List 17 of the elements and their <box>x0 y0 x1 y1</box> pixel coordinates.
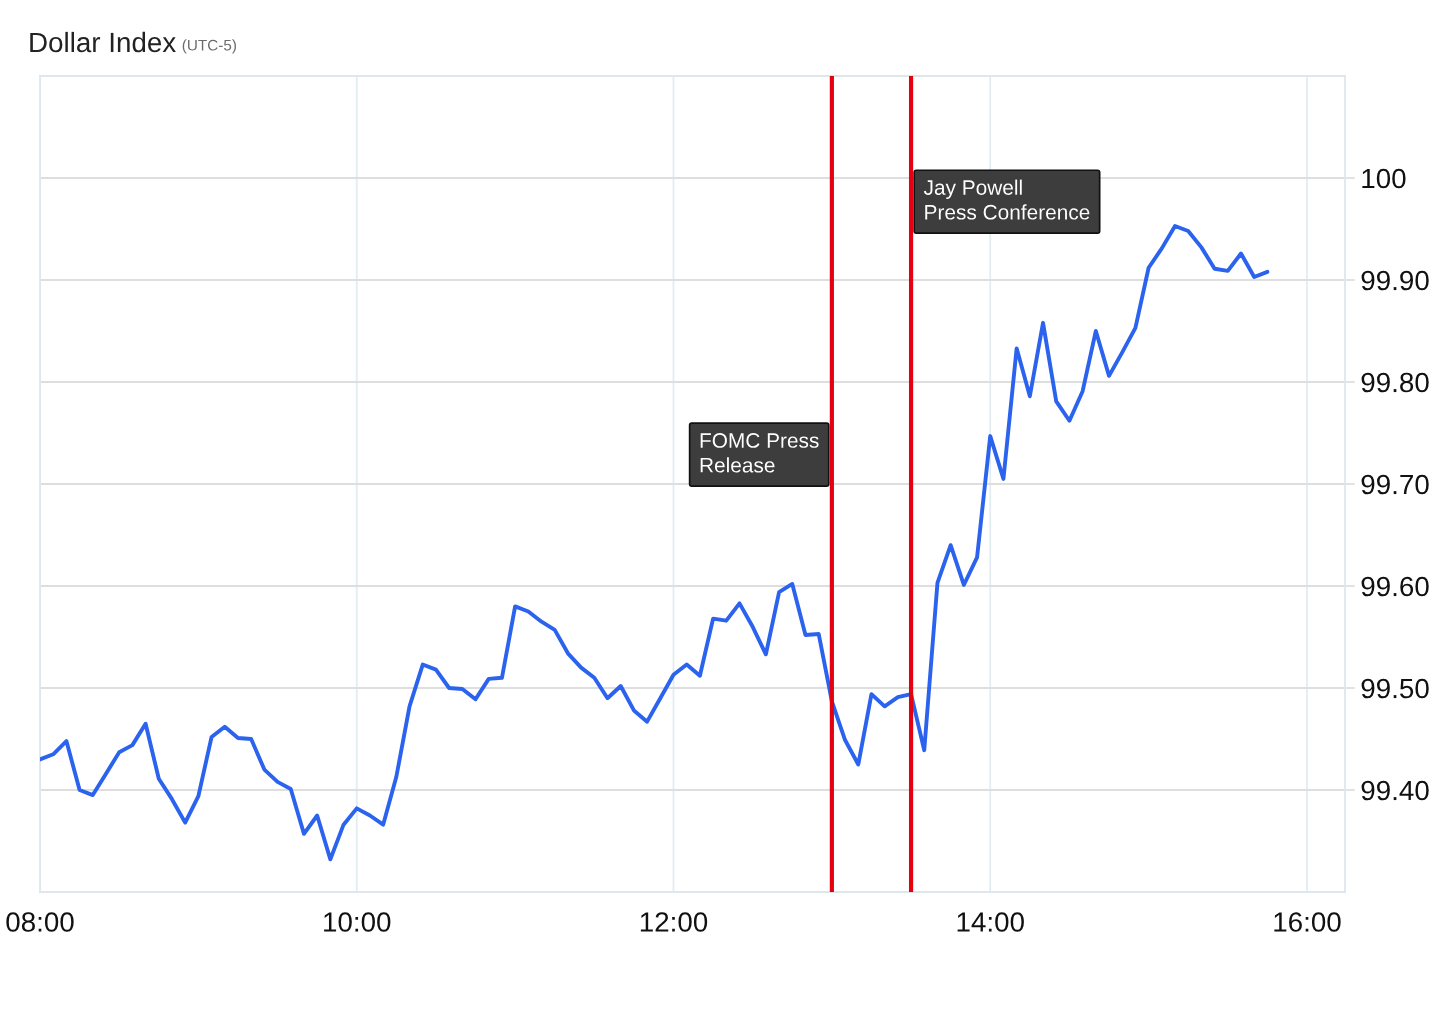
y-tick-label: 99.80 <box>1361 372 1429 393</box>
ref-line-label: FOMC Press Release <box>700 433 819 473</box>
chart-subtitle: (UTC-5) <box>182 39 236 54</box>
y-tick-label: 99.90 <box>1361 270 1429 291</box>
chart-title: Dollar Index <box>30 31 176 53</box>
x-tick-label: 14:00 <box>957 912 1024 932</box>
y-tick-label: 99.50 <box>1361 678 1429 699</box>
x-tick-label: 12:00 <box>640 912 708 932</box>
line-series <box>40 223 1270 862</box>
x-tick-label: 08:00 <box>6 912 74 932</box>
x-tick-label: 10:00 <box>324 912 391 932</box>
y-tick-label: 99.60 <box>1361 576 1429 597</box>
y-tick-label: 99.70 <box>1361 474 1429 495</box>
x-tick-label: 16:00 <box>1274 912 1341 932</box>
y-tick-label: 99.40 <box>1361 780 1429 801</box>
ref-line-label: Jay Powell Press Conference <box>923 179 1090 220</box>
y-tick-label: 100 <box>1362 168 1406 189</box>
